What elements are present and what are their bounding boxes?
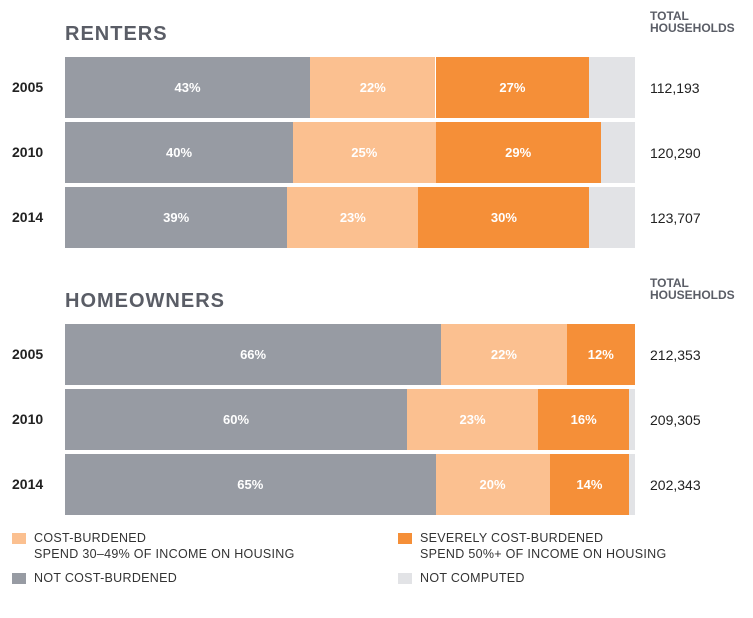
total-value: 202,343	[650, 477, 701, 493]
category-label: 2010	[12, 144, 44, 160]
data-label: 22%	[490, 347, 517, 362]
legend-label: COST-BURDENED	[34, 531, 147, 545]
data-label: 16%	[570, 412, 597, 427]
data-label: 29%	[505, 145, 532, 160]
legend-label: NOT COMPUTED	[420, 571, 525, 585]
total-value: 120,290	[650, 145, 701, 161]
data-label: 20%	[479, 477, 506, 492]
bar-segment	[65, 122, 293, 183]
total-value: 112,193	[650, 80, 700, 96]
bar-segment	[65, 324, 442, 385]
bar-segment	[65, 389, 407, 450]
bar-segment	[65, 454, 436, 515]
category-label: 2014	[12, 209, 44, 225]
total-value: 212,353	[650, 347, 701, 363]
chart-title: RENTERS	[65, 23, 168, 45]
data-label: 25%	[351, 145, 378, 160]
bar-segment	[549, 454, 630, 515]
category-label: 2005	[12, 346, 44, 362]
bar-segment	[566, 324, 635, 385]
legend-swatch	[12, 573, 26, 584]
legend-note: SPEND 50%+ OF INCOME ON HOUSING	[420, 547, 667, 561]
legend-note: SPEND 30–49% OF INCOME ON HOUSING	[34, 547, 295, 561]
category-label: 2005	[12, 79, 44, 95]
bar-segment	[629, 389, 635, 450]
category-label: 2014	[12, 476, 44, 492]
bar-segment	[287, 187, 419, 248]
bar-segment	[435, 454, 550, 515]
bar-segment	[65, 57, 311, 118]
total-value: 209,305	[650, 412, 701, 428]
data-label: 65%	[237, 477, 264, 492]
bar-segment	[600, 122, 635, 183]
data-label: 12%	[587, 347, 614, 362]
data-label: 60%	[222, 412, 250, 427]
bar-segment	[435, 57, 590, 118]
total-value: 123,707	[650, 210, 701, 226]
bar-segment	[407, 389, 539, 450]
bar-segment	[293, 122, 436, 183]
legend-swatch	[398, 573, 412, 584]
bar-segment	[589, 187, 635, 248]
bar-segment	[418, 187, 590, 248]
category-label: 2010	[12, 411, 44, 427]
data-label: 23%	[339, 210, 366, 225]
data-label: 14%	[576, 477, 603, 492]
legend-label: SEVERELY COST-BURDENED	[420, 531, 604, 545]
chart-title: HOMEOWNERS	[65, 290, 225, 312]
column-header: TOTAL HOUSEHOLDS	[650, 9, 735, 35]
bar-segment	[441, 324, 567, 385]
data-label: 66%	[240, 347, 267, 362]
legend-swatch	[12, 533, 26, 544]
data-label: 39%	[163, 210, 190, 225]
legend-label: NOT COST-BURDENED	[34, 571, 178, 585]
data-label: 43%	[174, 80, 201, 95]
data-label: 30%	[490, 210, 517, 225]
bar-segment	[629, 454, 635, 515]
bar-segment	[65, 187, 288, 248]
bar-segment	[538, 389, 630, 450]
data-label: 27%	[499, 80, 526, 95]
legend-swatch	[398, 533, 412, 544]
bar-segment	[589, 57, 635, 118]
data-label: 22%	[359, 80, 386, 95]
bar-segment	[310, 57, 436, 118]
bar-segment	[435, 122, 601, 183]
column-header: TOTAL HOUSEHOLDS	[650, 276, 735, 302]
data-label: 23%	[459, 412, 486, 427]
data-label: 40%	[165, 145, 193, 160]
